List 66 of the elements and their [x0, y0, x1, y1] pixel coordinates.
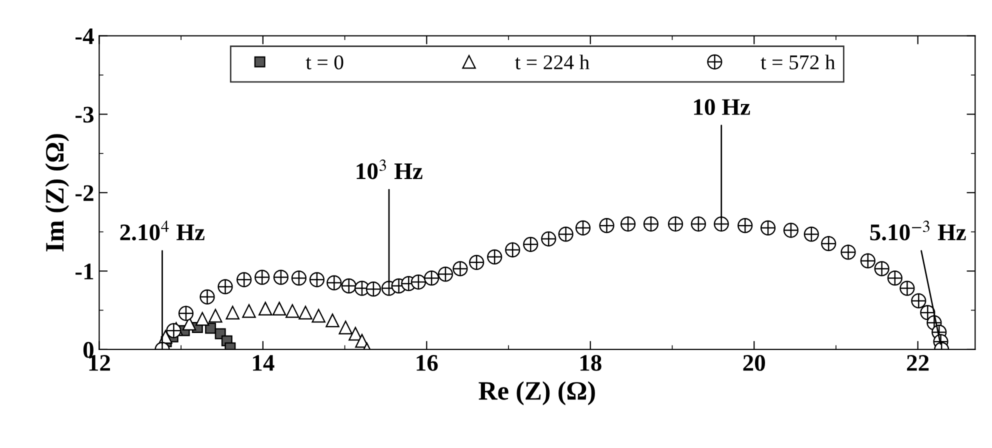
point [208, 308, 222, 323]
y-tick-label: -3 [76, 106, 94, 123]
point [236, 272, 252, 288]
point [487, 249, 502, 264]
point [273, 270, 289, 285]
point [860, 253, 876, 268]
point [900, 280, 915, 296]
annotation: 10$^{3}$ Hz [356, 159, 422, 180]
point [690, 216, 706, 232]
point [783, 222, 799, 238]
point [258, 302, 272, 316]
point [505, 242, 520, 258]
point [200, 289, 215, 304]
point [272, 302, 286, 316]
point [738, 218, 753, 234]
point [166, 323, 182, 338]
legend-label: t = 572 h [760, 54, 836, 70]
x-tick-label: 16 [416, 355, 438, 371]
point [620, 216, 636, 232]
x-tick-label: 22 [907, 355, 929, 371]
point [326, 275, 342, 290]
point [887, 270, 902, 286]
point [226, 306, 240, 320]
point [760, 220, 776, 236]
point [558, 226, 574, 242]
point [338, 320, 352, 334]
legend-label: t = 224 h [515, 54, 590, 70]
x-axis-title: Re (Z) (Ω) [478, 381, 595, 406]
point [312, 308, 326, 323]
annotation: 5.10$^{−3}$ Hz [870, 220, 966, 240]
x-tick-label: 18 [580, 354, 602, 371]
point [469, 254, 484, 270]
point [668, 216, 684, 232]
point [840, 244, 856, 260]
point [242, 304, 256, 318]
point [218, 279, 233, 294]
point [643, 216, 659, 232]
point [195, 312, 210, 326]
point [298, 306, 312, 320]
point [821, 236, 836, 252]
x-tick-label: 20 [743, 354, 766, 371]
point [178, 306, 194, 321]
legend-label: t = 0 [306, 55, 344, 70]
point [366, 282, 382, 297]
point [541, 231, 556, 246]
y-axis-title: Im (Z) (Ω) [45, 134, 70, 252]
point [911, 293, 926, 308]
point [874, 261, 890, 276]
point [599, 218, 614, 234]
point [309, 272, 325, 288]
annotation: 2.10$^{4}$ Hz [120, 220, 204, 240]
x-tick-label: 14 [253, 355, 274, 371]
annotation: 10 Hz [694, 99, 750, 116]
point [452, 261, 468, 276]
y-tick-label: -4 [76, 28, 94, 44]
point [575, 220, 591, 236]
point [291, 270, 307, 286]
point [438, 266, 454, 282]
point [254, 270, 270, 285]
point [424, 270, 440, 286]
point [523, 236, 538, 252]
point [286, 304, 300, 318]
y-tick-label: -2 [76, 185, 94, 201]
point [804, 226, 819, 242]
y-tick-label: -1 [76, 264, 94, 280]
point [326, 314, 340, 328]
